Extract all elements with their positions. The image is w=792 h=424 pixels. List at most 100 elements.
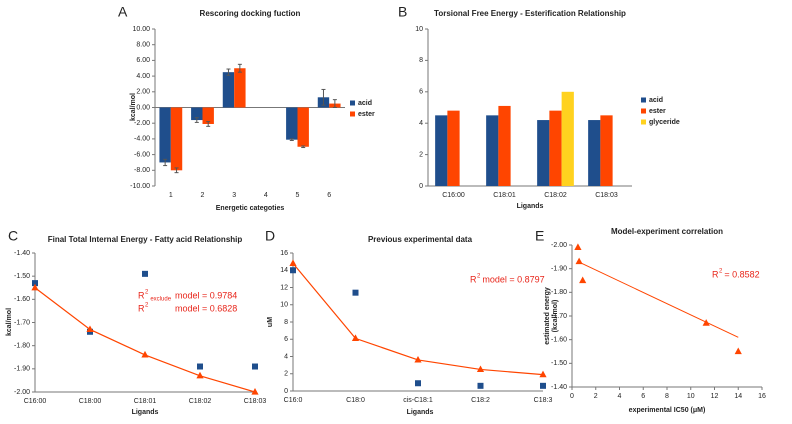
x-axis-label: Ligands bbox=[132, 409, 159, 416]
error-bar bbox=[226, 68, 231, 76]
x-tick-label: C18:01 bbox=[493, 192, 516, 199]
bar bbox=[549, 110, 562, 186]
x-tick-label: 6 bbox=[327, 192, 331, 199]
x-tick-label: C18:02 bbox=[544, 192, 567, 199]
y-tick-label: 2 bbox=[419, 151, 423, 158]
triangle-marker bbox=[251, 388, 259, 395]
x-axis-label: Ligands bbox=[517, 203, 544, 210]
y-tick-label: -1.70 bbox=[551, 313, 567, 320]
error-bar bbox=[237, 63, 242, 73]
bar bbox=[191, 107, 203, 121]
annotation-sup: 2 bbox=[477, 274, 481, 280]
y-tick-label: -1.80 bbox=[551, 289, 567, 296]
y-tick-label: -6.00 bbox=[134, 151, 150, 158]
x-tick-label: C18:2 bbox=[471, 397, 490, 404]
bar bbox=[159, 107, 171, 163]
y-axis-label: kcal/mol bbox=[6, 308, 13, 336]
bar bbox=[588, 120, 601, 186]
x-tick-label: C18:03 bbox=[595, 192, 618, 199]
annotation-base: R bbox=[138, 290, 145, 300]
triangle-marker bbox=[702, 319, 710, 326]
x-tick-label: 2 bbox=[594, 393, 598, 400]
x-tick-label: C18:03 bbox=[244, 398, 267, 405]
legend-swatch bbox=[350, 100, 355, 106]
y-tick-label: 10 bbox=[415, 26, 423, 33]
x-tick-label: 0 bbox=[570, 393, 574, 400]
x-tick-label: 1 bbox=[169, 192, 173, 199]
error-bar bbox=[301, 145, 306, 149]
triangle-marker bbox=[351, 334, 360, 341]
y-tick-label: 10.00 bbox=[132, 26, 150, 33]
y-tick-label: 6 bbox=[284, 336, 288, 343]
triangle-marker bbox=[31, 283, 39, 291]
bar bbox=[222, 72, 235, 108]
chart-title: Rescoring docking fuction bbox=[200, 9, 301, 18]
annotation-base: R bbox=[470, 274, 477, 284]
y-tick-label: -1.40 bbox=[14, 250, 30, 257]
triangle-marker bbox=[574, 243, 582, 250]
x-tick-label: 14 bbox=[734, 393, 742, 400]
chart-title: Torsional Free Energy - Esterification R… bbox=[434, 9, 626, 18]
x-tick-label: 3 bbox=[232, 192, 236, 199]
x-tick-label: 4 bbox=[618, 393, 622, 400]
legend-label: ester bbox=[358, 111, 375, 118]
y-tick-label: 4 bbox=[284, 353, 288, 360]
y-tick-label: -1.80 bbox=[14, 343, 30, 350]
legend-label: glyceride bbox=[649, 119, 680, 126]
error-bar bbox=[174, 167, 179, 174]
triangle-marker bbox=[575, 257, 583, 265]
x-tick-label: 16 bbox=[758, 393, 766, 400]
x-tick-label: 6 bbox=[641, 393, 645, 400]
y-axis-label: kcal/mol bbox=[130, 93, 137, 121]
panel-label: D bbox=[265, 228, 275, 244]
annotation-text: = 0.8582 bbox=[724, 269, 759, 279]
annotation-sup: 2 bbox=[719, 269, 723, 275]
y-tick-label: -2.00 bbox=[134, 120, 150, 127]
chart-title: Previous experimental data bbox=[368, 235, 473, 244]
bar bbox=[202, 107, 214, 124]
y-tick-label: -1.90 bbox=[551, 266, 567, 273]
square-marker bbox=[352, 289, 359, 296]
bar bbox=[286, 107, 298, 140]
y-tick-label: -1.50 bbox=[551, 360, 567, 367]
triangle-marker bbox=[196, 371, 204, 379]
square-marker bbox=[415, 380, 421, 387]
triangle-marker bbox=[141, 350, 149, 358]
x-tick-label: 8 bbox=[665, 393, 669, 400]
error-bar bbox=[163, 158, 168, 167]
triangle-marker bbox=[734, 347, 742, 355]
y-tick-label: -1.40 bbox=[551, 384, 567, 391]
triangle-marker bbox=[86, 325, 94, 333]
x-tick-label: cis-C18:1 bbox=[403, 397, 433, 404]
y-tick-label: 12 bbox=[280, 284, 288, 291]
annotation-text: model = 0.9784 bbox=[175, 290, 237, 300]
bar bbox=[447, 110, 460, 186]
x-tick-label: C16:00 bbox=[24, 398, 47, 405]
x-tick-label: C18:02 bbox=[189, 398, 212, 405]
y-tick-label: -1.60 bbox=[14, 296, 30, 303]
legend-swatch bbox=[641, 108, 646, 114]
legend-swatch bbox=[641, 97, 646, 103]
square-marker bbox=[197, 363, 203, 370]
bar bbox=[297, 107, 309, 147]
bar bbox=[498, 105, 511, 186]
triangle-marker bbox=[539, 370, 547, 378]
square-marker bbox=[252, 363, 258, 370]
legend-swatch bbox=[641, 119, 646, 125]
x-axis-label: Ligands bbox=[407, 409, 434, 416]
chart-title: Final Total Internal Energy - Fatty acid… bbox=[48, 235, 243, 244]
panel-label: C bbox=[8, 228, 18, 244]
triangle-marker bbox=[476, 365, 485, 373]
panel-label: B bbox=[398, 4, 407, 20]
square-marker bbox=[477, 382, 484, 389]
y-tick-label: 0.00 bbox=[136, 104, 150, 111]
y-tick-label: 6 bbox=[419, 89, 423, 96]
y-tick-label: -10.00 bbox=[130, 183, 150, 190]
x-tick-label: C16:0 bbox=[284, 397, 303, 404]
x-axis-label: experimental IC50 (μM) bbox=[629, 407, 706, 414]
panel-label: A bbox=[118, 4, 128, 20]
panel-label: E bbox=[535, 228, 544, 244]
y-axis-label: estimated energy bbox=[544, 287, 551, 345]
bar bbox=[435, 115, 448, 186]
